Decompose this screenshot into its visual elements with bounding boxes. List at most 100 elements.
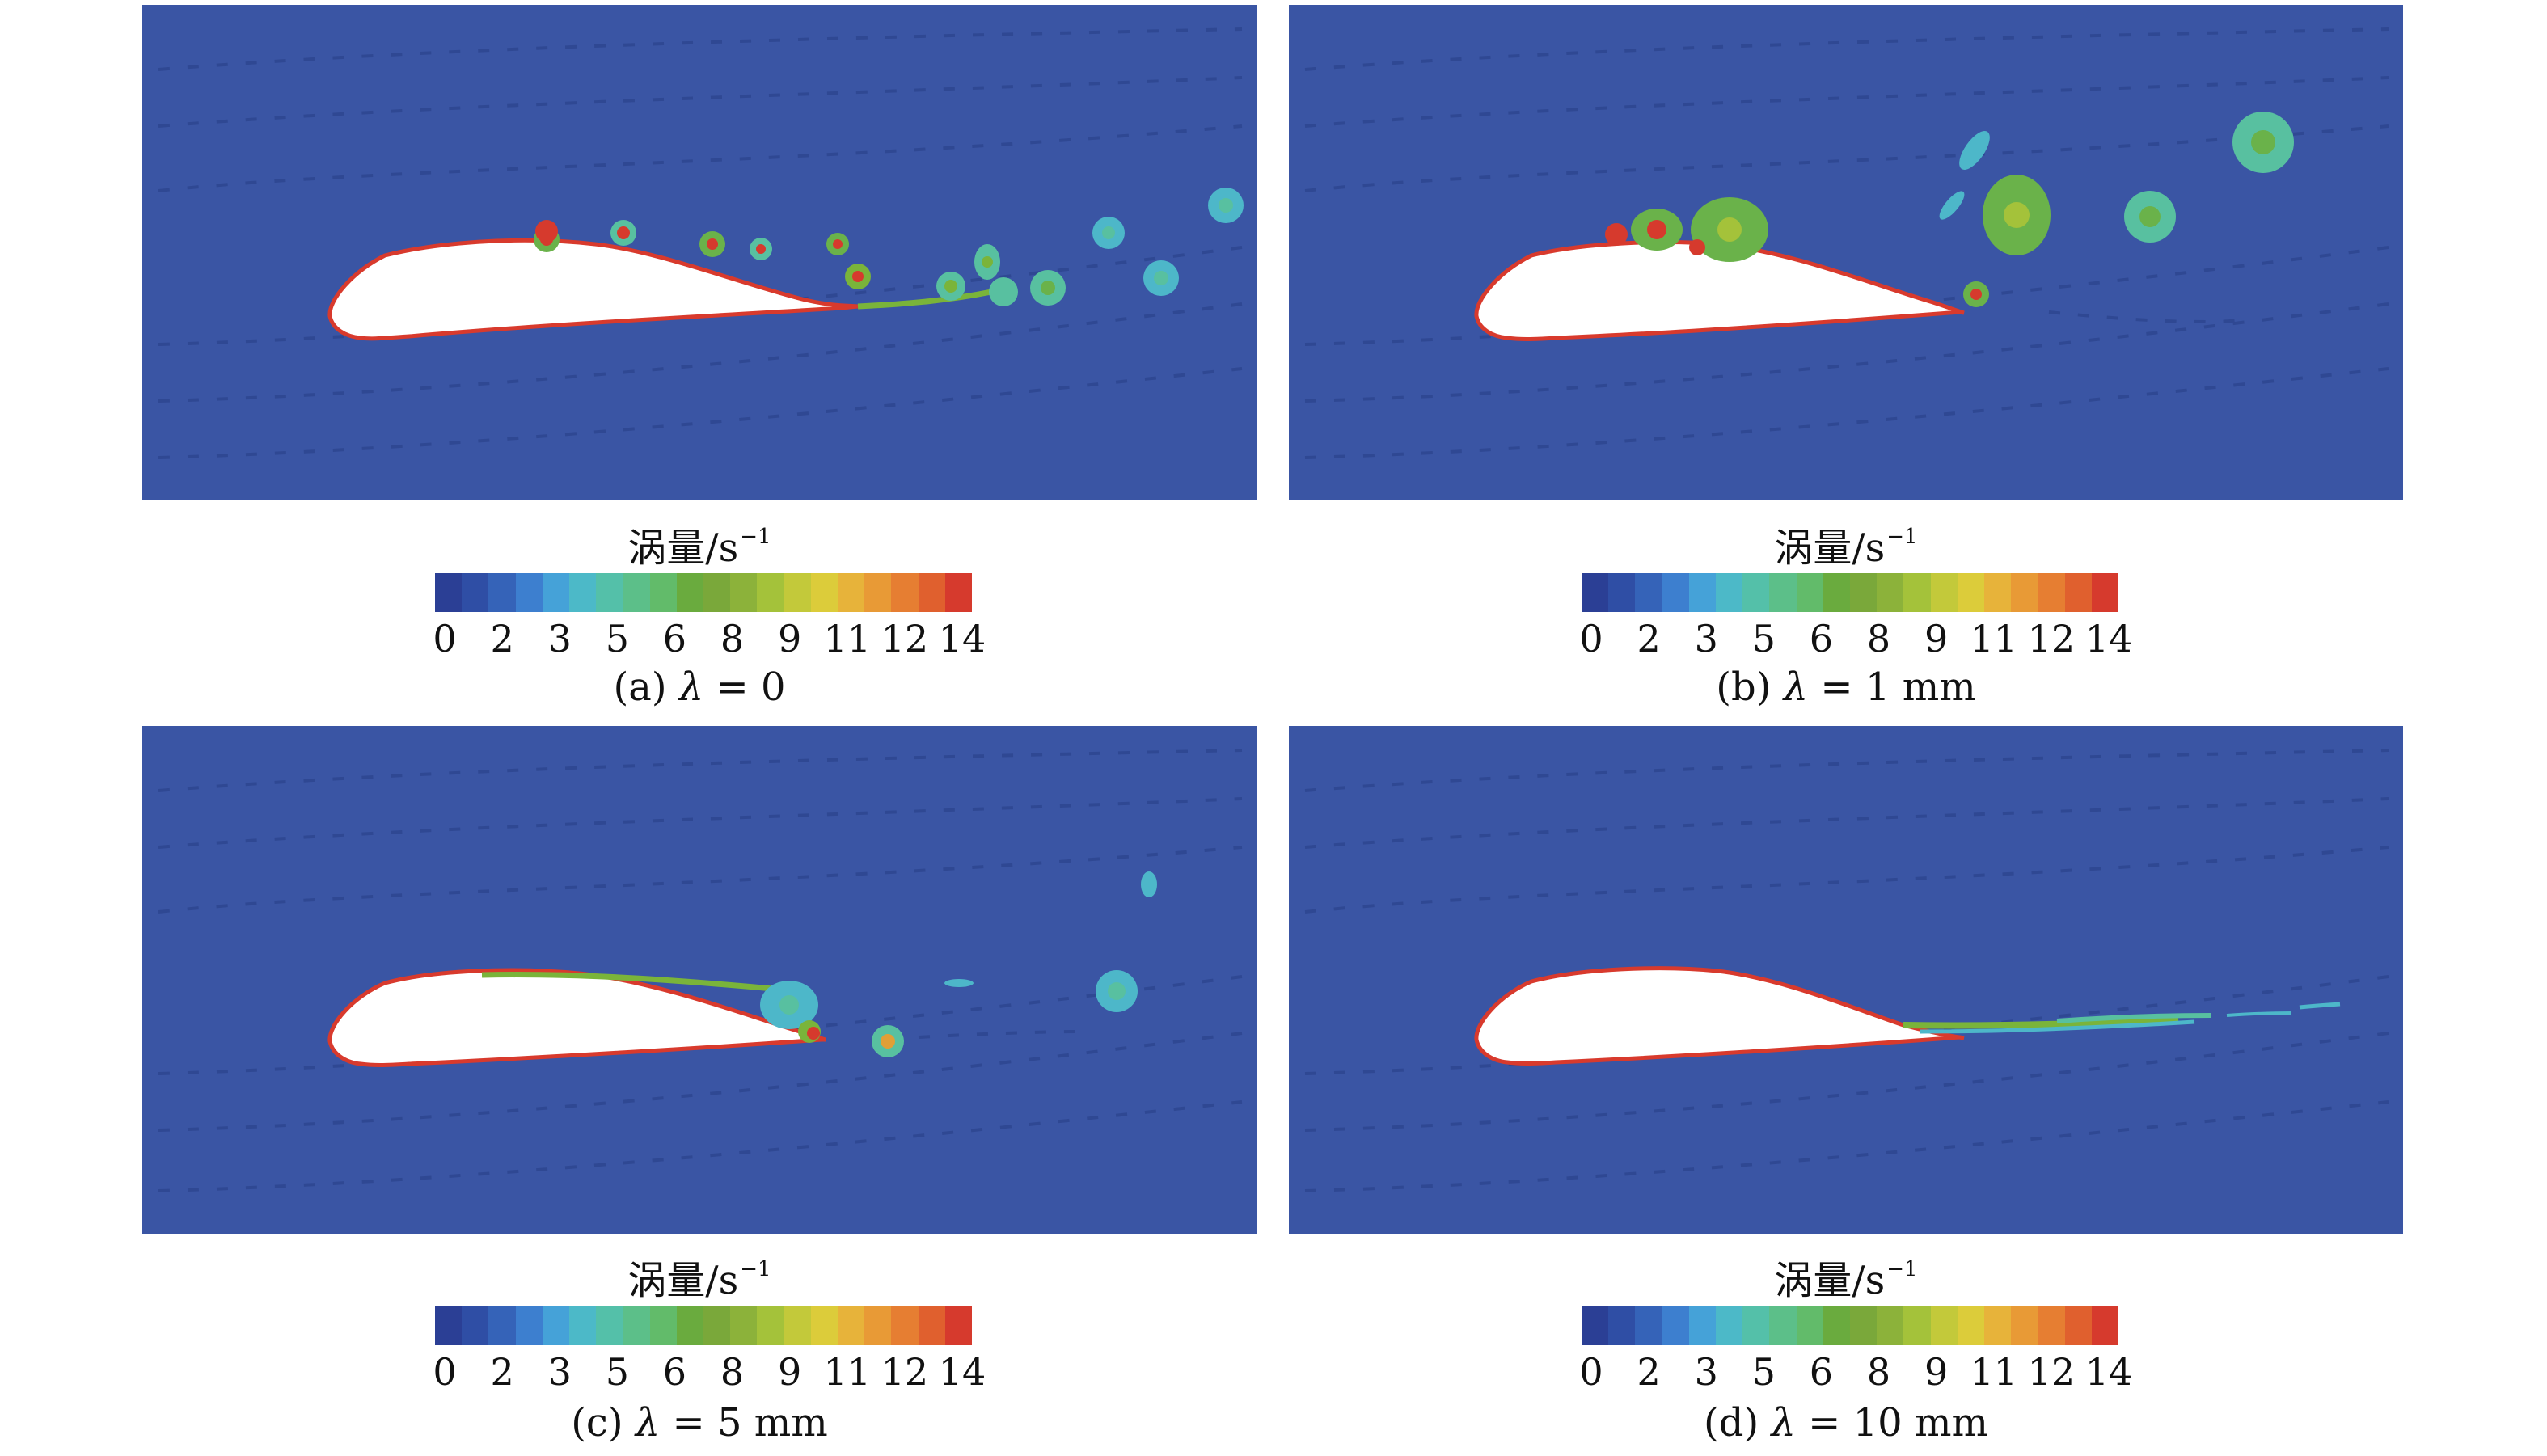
colorbar-swatch bbox=[1796, 1306, 1823, 1345]
colorbar-tick-label: 8 bbox=[720, 617, 745, 660]
unit-text: 涡量/s bbox=[627, 525, 739, 571]
unit-exponent: −1 bbox=[1886, 1257, 1918, 1281]
vortex-cores bbox=[1605, 112, 2294, 307]
colorbar-swatch bbox=[2091, 573, 2119, 612]
panel-caption: (c) λ = 5 mm bbox=[142, 1400, 1257, 1445]
colorbar-swatch bbox=[864, 1306, 892, 1345]
colorbar-unit-label: 涡量/s−1 bbox=[1289, 516, 2403, 569]
colorbar-ticks: 0 2 3 5 6 8 9 11 12 14 bbox=[1579, 616, 2132, 661]
caption-prefix: (c) bbox=[571, 1400, 623, 1445]
colorbar-swatch bbox=[462, 573, 489, 612]
caption-prefix: (a) bbox=[613, 665, 667, 710]
colorbar-swatch bbox=[1984, 1306, 2012, 1345]
colorbar-swatch bbox=[1796, 573, 1823, 612]
colorbar-tick-label: 2 bbox=[1637, 1350, 1661, 1394]
unit-exponent: −1 bbox=[740, 1257, 771, 1281]
colorbar-swatch bbox=[435, 573, 463, 612]
colorbar-swatch bbox=[2011, 1306, 2038, 1345]
colorbar-swatch bbox=[1716, 1306, 1743, 1345]
colorbar-tick-label: 0 bbox=[1579, 1350, 1603, 1394]
colorbar-swatch bbox=[1984, 573, 2012, 612]
colorbar-swatch bbox=[1957, 573, 1985, 612]
colorbar-unit-label: 涡量/s−1 bbox=[1289, 1248, 2403, 1302]
flow-field-background bbox=[1289, 5, 2403, 500]
colorbar-tick-label: 11 bbox=[823, 617, 872, 660]
colorbar-swatch bbox=[515, 573, 543, 612]
colorbar bbox=[1582, 573, 2119, 612]
colorbar-tick-label: 11 bbox=[823, 1350, 872, 1394]
colorbar-tick-label: 6 bbox=[1809, 617, 1834, 660]
colorbar-tick-label: 3 bbox=[547, 1350, 572, 1394]
upper-shear-layer bbox=[481, 972, 774, 992]
airfoil bbox=[1474, 240, 1965, 341]
colorbar-swatch bbox=[838, 573, 865, 612]
colorbar-tick-label: 8 bbox=[1866, 1350, 1891, 1394]
caption-value: = 0 bbox=[703, 665, 786, 710]
colorbar-swatch bbox=[2011, 573, 2038, 612]
colorbar-swatch bbox=[596, 573, 623, 612]
colorbar-ticks: 0 2 3 5 6 8 9 11 12 14 bbox=[1579, 1349, 2132, 1395]
unit-exponent: −1 bbox=[740, 525, 771, 549]
colorbar-tick-label: 6 bbox=[662, 617, 687, 660]
colorbar-swatch bbox=[542, 1306, 570, 1345]
colorbar-swatch bbox=[810, 1306, 838, 1345]
colorbar-swatch bbox=[649, 573, 677, 612]
colorbar-tick-label: 11 bbox=[1970, 617, 2018, 660]
colorbar-swatch bbox=[1742, 573, 1770, 612]
colorbar-swatch bbox=[435, 1306, 463, 1345]
unit-text: 涡量/s bbox=[1774, 525, 1886, 571]
colorbar-tick-label: 14 bbox=[2084, 617, 2133, 660]
colorbar-swatch bbox=[1688, 573, 1717, 612]
colorbar-swatch bbox=[1850, 1306, 1878, 1345]
caption-lambda: λ bbox=[635, 1400, 661, 1445]
colorbar bbox=[1582, 1306, 2119, 1345]
colorbar-swatch bbox=[1903, 1306, 1931, 1345]
colorbar-swatch bbox=[488, 573, 516, 612]
panel-caption: (d) λ = 10 mm bbox=[1289, 1400, 2403, 1445]
caption-value: = 5 mm bbox=[660, 1400, 828, 1445]
colorbar-tick-label: 5 bbox=[1751, 1350, 1776, 1394]
unit-text: 涡量/s bbox=[627, 1258, 739, 1303]
colorbar-swatch bbox=[1608, 573, 1636, 612]
streamlines bbox=[1304, 27, 2389, 459]
colorbar-swatch bbox=[864, 573, 892, 612]
colorbar-swatch bbox=[2091, 1306, 2119, 1345]
panel-c: 涡量/s−1 0 2 3 5 6 8 9 11 12 14 (c) λ = 5 mm bbox=[142, 726, 1257, 1454]
colorbar-swatch bbox=[1662, 573, 1689, 612]
unit-exponent: −1 bbox=[1886, 525, 1918, 549]
caption-lambda: λ bbox=[1783, 665, 1809, 710]
colorbar-swatch bbox=[810, 573, 838, 612]
panel-d: 涡量/s−1 0 2 3 5 6 8 9 11 12 14 (d) λ = 10 mm bbox=[1289, 726, 2403, 1454]
colorbar-swatch bbox=[676, 573, 704, 612]
colorbar-tick-label: 3 bbox=[547, 617, 572, 660]
colorbar-swatch bbox=[918, 1306, 945, 1345]
caption-lambda: λ bbox=[678, 665, 704, 710]
panel-caption: (a) λ = 0 bbox=[142, 665, 1257, 710]
colorbar-swatch bbox=[1930, 1306, 1958, 1345]
colorbar-swatch bbox=[944, 573, 973, 612]
colorbar-tick-label: 5 bbox=[1751, 617, 1776, 660]
caption-prefix: (d) bbox=[1704, 1400, 1759, 1445]
colorbar-tick-label: 9 bbox=[778, 617, 802, 660]
colorbar-swatch bbox=[569, 573, 597, 612]
colorbar-swatch bbox=[757, 573, 784, 612]
wake-streaks bbox=[1903, 1002, 2341, 1034]
colorbar-swatch bbox=[1582, 573, 1609, 612]
colorbar-swatch bbox=[1688, 1306, 1717, 1345]
caption-value: = 1 mm bbox=[1808, 665, 1976, 710]
colorbar-swatch bbox=[1850, 573, 1878, 612]
vortex-cores bbox=[534, 188, 1244, 306]
colorbar-tick-label: 12 bbox=[2027, 617, 2076, 660]
colorbar-swatch bbox=[1903, 573, 1931, 612]
colorbar-tick-label: 11 bbox=[1970, 1350, 2018, 1394]
colorbar-tick-label: 5 bbox=[605, 617, 629, 660]
colorbar-ticks: 0 2 3 5 6 8 9 11 12 14 bbox=[433, 1349, 986, 1395]
colorbar-swatch bbox=[1716, 573, 1743, 612]
colorbar-swatch bbox=[1823, 573, 1851, 612]
colorbar-tick-label: 3 bbox=[1694, 1350, 1718, 1394]
colorbar-swatch bbox=[2038, 573, 2065, 612]
colorbar-swatch bbox=[623, 573, 650, 612]
colorbar-tick-label: 3 bbox=[1694, 617, 1718, 660]
caption-value: = 10 mm bbox=[1795, 1400, 1988, 1445]
colorbar-swatch bbox=[918, 573, 945, 612]
